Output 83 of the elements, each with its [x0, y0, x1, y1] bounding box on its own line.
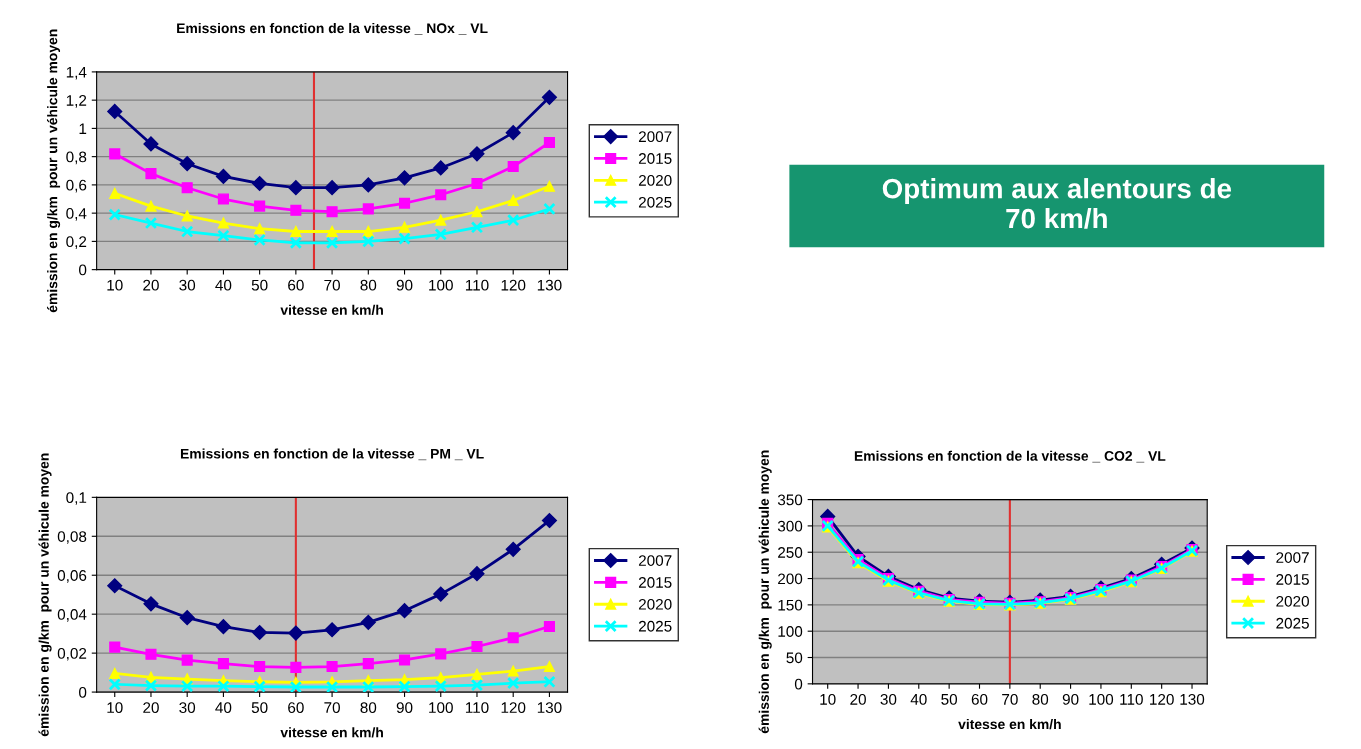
x-tick-label: 10 [820, 693, 836, 705]
chart-title: Emissions en fonction de la vitesse _ NOx _ VL [177, 22, 488, 35]
x-tick-label: 60 [288, 702, 304, 714]
y-tick-label: 1,4 [66, 66, 87, 80]
y-tick-label: 1,2 [66, 95, 87, 108]
y-tick-label: 0,04 [57, 609, 87, 622]
x-tick-label: 20 [143, 279, 159, 291]
legend-label: 2025 [638, 196, 672, 208]
x-tick-label: 50 [941, 693, 958, 705]
y-tick-label: 100 [778, 626, 803, 637]
legend-label: 2025 [1276, 617, 1309, 629]
y-axis-title: émission en g/km pour un véhicule moyen [758, 450, 772, 734]
legend-label: 2020 [638, 174, 672, 186]
x-tick-label: 100 [429, 702, 453, 714]
x-tick-label: 130 [537, 702, 562, 714]
chart-title: Emissions en fonction de la vitesse _ PM _ VL [180, 448, 484, 461]
x-tick-label: 100 [1089, 693, 1114, 705]
x-tick-label: 30 [880, 693, 897, 705]
x-axis-title: vitesse en km/h [280, 304, 383, 316]
legend-label: 2015 [1276, 574, 1309, 585]
x-axis-title: vitesse en km/h [958, 718, 1061, 730]
x-tick-label: 90 [396, 279, 413, 291]
y-tick-label: 0,8 [66, 151, 87, 165]
legend-label: 2015 [638, 577, 672, 588]
x-tick-label: 130 [537, 279, 562, 291]
y-tick-label: 250 [778, 547, 803, 558]
x-tick-label: 120 [501, 702, 526, 714]
x-tick-label: 70 [324, 279, 340, 291]
x-tick-label: 30 [179, 279, 196, 291]
x-tick-label: 110 [465, 279, 489, 291]
y-tick-label: 50 [786, 652, 803, 664]
x-tick-label: 50 [251, 279, 268, 291]
x-tick-label: 80 [360, 702, 377, 714]
x-axis-title: vitesse en km/h [280, 727, 383, 738]
x-tick-label: 60 [288, 279, 304, 291]
legend-label: 2007 [638, 131, 672, 143]
x-tick-label: 70 [1002, 693, 1018, 705]
y-tick-label: 0,08 [57, 531, 87, 544]
x-tick-label: 10 [107, 702, 123, 714]
y-tick-label: 150 [778, 599, 803, 611]
x-tick-label: 110 [1120, 693, 1143, 705]
x-tick-label: 90 [396, 702, 413, 714]
y-axis-title: émission en g/km pour un véhicule moyen [46, 29, 61, 313]
legend-label: 2020 [638, 598, 672, 610]
x-tick-label: 120 [1150, 693, 1174, 705]
y-tick-label: 0,4 [66, 208, 87, 221]
y-tick-label: 300 [777, 520, 803, 532]
x-tick-label: 90 [1062, 693, 1079, 705]
y-axis-title: émission en g/km pour un véhicule moyen [38, 453, 52, 737]
legend-label: 2007 [638, 555, 672, 566]
x-tick-label: 100 [429, 279, 453, 291]
y-tick-label: 0 [79, 686, 87, 698]
y-tick-label: 350 [777, 494, 803, 506]
y-tick-label: 0,2 [66, 236, 87, 249]
x-tick-label: 10 [107, 279, 123, 291]
legend-label: 2025 [638, 620, 672, 632]
y-tick-label: 1 [79, 123, 87, 134]
x-tick-label: 50 [251, 702, 268, 714]
x-tick-label: 60 [971, 693, 988, 705]
text: Optimum aux alentours de 70 km/h [882, 178, 1232, 229]
x-tick-label: 40 [215, 702, 232, 714]
y-tick-label: 0,06 [57, 570, 87, 583]
y-tick-label: 0,6 [66, 179, 87, 193]
y-tick-label: 200 [778, 573, 803, 585]
y-tick-label: 0 [79, 264, 87, 276]
x-tick-label: 20 [143, 702, 159, 714]
x-tick-label: 130 [1180, 693, 1205, 705]
x-tick-label: 30 [179, 702, 196, 714]
legend-label: 2007 [1276, 552, 1309, 563]
x-tick-label: 80 [360, 279, 377, 291]
y-tick-label: 0,1 [66, 492, 87, 505]
legend-label: 2020 [1276, 595, 1309, 607]
x-tick-label: 40 [910, 693, 927, 705]
legend-label: 2015 [638, 153, 672, 164]
x-tick-label: 40 [215, 279, 232, 291]
y-tick-label: 0,02 [57, 648, 87, 661]
x-tick-label: 70 [324, 702, 340, 714]
x-tick-label: 20 [850, 693, 866, 705]
y-tick-label: 0 [794, 678, 803, 690]
chart-title: Emissions en fonction de la vitesse _ CO2 _ VL [854, 450, 1166, 463]
x-tick-label: 80 [1032, 693, 1049, 705]
x-tick-label: 120 [501, 279, 526, 291]
x-tick-label: 110 [465, 702, 489, 714]
